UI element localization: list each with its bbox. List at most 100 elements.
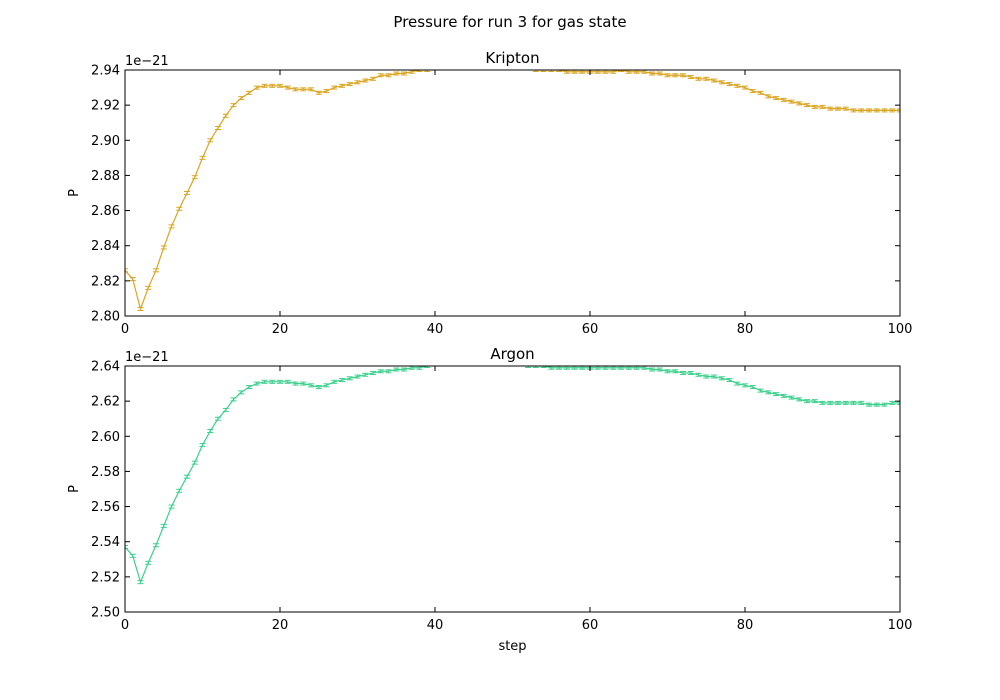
data-point xyxy=(695,76,702,81)
x-tick-label: 60 xyxy=(582,618,599,633)
subplot-argon: 0 20 40 60 80 100 2.50 2.52 2.54 2.56 2.58 2.60 2.62… xyxy=(67,345,912,654)
data-point xyxy=(664,369,671,374)
y-tick-label: 2.94 xyxy=(91,64,120,79)
data-point xyxy=(889,400,896,405)
x-tick-label: 80 xyxy=(737,322,754,337)
data-point xyxy=(401,367,407,372)
plot-area xyxy=(125,70,900,316)
plot-area xyxy=(125,366,900,612)
x-tick-label: 100 xyxy=(888,618,913,633)
data-point xyxy=(711,78,717,83)
data-point xyxy=(277,379,283,384)
x-tick-label: 20 xyxy=(272,322,289,337)
data-point xyxy=(889,108,896,113)
data-point xyxy=(323,383,330,388)
data-point xyxy=(858,400,865,405)
data-point xyxy=(246,385,252,390)
x-tick-label: 0 xyxy=(121,322,129,337)
data-point xyxy=(842,400,849,405)
data-point xyxy=(253,85,260,90)
data-point xyxy=(346,376,353,381)
data-point xyxy=(866,108,872,113)
y-tick-label: 2.56 xyxy=(91,500,120,515)
data-point xyxy=(315,90,322,95)
data-point xyxy=(424,70,431,72)
data-point xyxy=(532,366,539,368)
data-point xyxy=(160,523,167,528)
subplot-kripton: 0 20 40 60 80 100 2.80 2.82 2.84 2.86 2.88 2.90 2.92… xyxy=(67,49,912,337)
data-point xyxy=(292,381,299,386)
data-point xyxy=(811,399,818,404)
data-point xyxy=(269,83,276,88)
y-axis-label: P xyxy=(67,189,82,197)
data-point xyxy=(773,392,779,397)
data-point xyxy=(672,369,679,374)
data-point xyxy=(796,101,803,106)
data-point xyxy=(362,78,369,83)
data-point xyxy=(238,390,245,395)
data-point xyxy=(137,306,144,311)
data-point xyxy=(726,82,733,87)
data-point xyxy=(540,366,547,368)
data-point xyxy=(385,369,392,374)
data-point xyxy=(873,108,880,113)
data-point xyxy=(401,71,407,76)
data-point xyxy=(145,285,152,290)
data-point xyxy=(125,544,128,549)
data-point xyxy=(827,106,834,111)
data-point xyxy=(261,83,268,88)
data-point xyxy=(897,108,900,113)
data-point xyxy=(315,385,322,390)
subplot-title: Argon xyxy=(490,345,534,363)
axes-frame xyxy=(124,365,901,613)
data-point xyxy=(556,70,562,72)
data-point xyxy=(300,87,307,92)
x-axis-label: step xyxy=(498,639,526,654)
data-point xyxy=(757,388,764,393)
data-point xyxy=(323,89,330,94)
x-tick-label: 0 xyxy=(121,618,129,633)
data-point xyxy=(207,138,214,143)
subplot-title: Kripton xyxy=(485,49,539,67)
y-tick-label: 2.84 xyxy=(91,239,120,254)
data-point xyxy=(618,70,624,72)
data-point xyxy=(292,87,299,92)
x-tick-label: 60 xyxy=(582,322,599,337)
x-tick-label: 100 xyxy=(888,322,913,337)
data-point xyxy=(873,402,880,407)
data-point xyxy=(230,397,237,402)
data-point xyxy=(354,374,361,379)
data-point xyxy=(804,103,810,108)
data-point xyxy=(215,416,221,421)
data-point xyxy=(385,73,392,78)
data-point xyxy=(176,488,183,493)
data-point xyxy=(199,155,206,160)
y-tick-label: 2.92 xyxy=(91,99,120,114)
data-point xyxy=(168,504,175,509)
data-point xyxy=(742,383,748,388)
data-point xyxy=(672,73,679,78)
data-point xyxy=(680,371,686,376)
figure-title: Pressure for run 3 for gas state xyxy=(393,13,626,31)
data-point xyxy=(277,83,283,88)
y-offset-text: 1e−21 xyxy=(125,54,169,69)
data-point xyxy=(850,108,857,113)
data-point xyxy=(827,400,834,405)
data-point xyxy=(726,378,733,383)
data-point xyxy=(765,94,772,99)
y-tick-label: 2.86 xyxy=(91,204,120,219)
data-point xyxy=(191,175,198,180)
data-point xyxy=(261,379,268,384)
data-point xyxy=(548,70,555,72)
data-point xyxy=(230,103,237,108)
data-point xyxy=(835,106,841,111)
data-point xyxy=(540,70,547,72)
data-point xyxy=(308,87,314,92)
y-tick-label: 2.90 xyxy=(91,134,120,149)
data-point xyxy=(269,379,276,384)
series-group xyxy=(125,70,900,311)
data-point xyxy=(866,402,872,407)
data-point xyxy=(346,82,353,87)
data-point xyxy=(238,96,245,101)
